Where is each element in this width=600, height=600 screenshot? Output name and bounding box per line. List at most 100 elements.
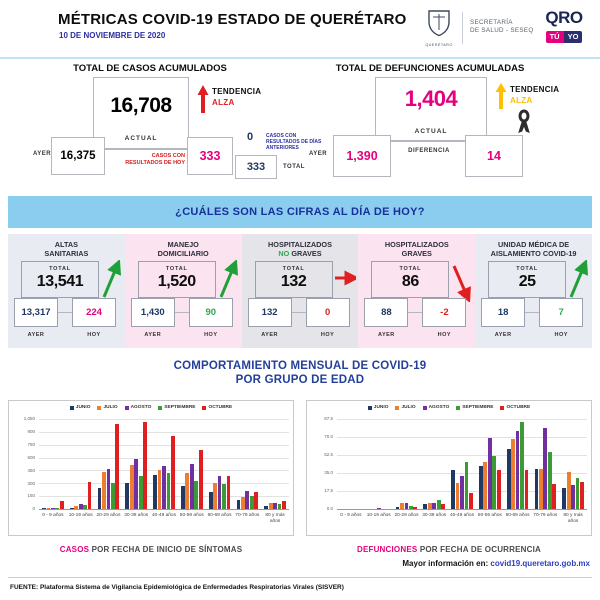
bar-septiembre — [249, 496, 254, 509]
casos-ayer-label: AYER — [33, 151, 52, 157]
bar-septiembre — [492, 455, 497, 509]
casos-alza-label: ALZA — [212, 98, 235, 107]
charts-section-title-line2: POR GRUPO DE EDAD — [235, 374, 365, 386]
legend-item: JULIO — [395, 405, 416, 410]
chart-gridline — [39, 431, 289, 433]
casos-anteriores-label: CASOS CON RESULTADOS DE DÍAS ANTERIORES — [266, 133, 322, 151]
card-ayer-label: AYER — [27, 332, 45, 338]
y-axis-tick-label: 17.5 — [324, 488, 333, 494]
card-title-word: MANEJO — [167, 240, 199, 249]
card-title-line: HOSPITALIZADOS — [360, 240, 473, 249]
x-axis-category-label: 70-79 años — [235, 513, 260, 518]
casos-chart-caption: CASOS POR FECHA DE INICIO DE SÍNTOMAS — [8, 545, 294, 554]
casos-tendencia-label: TENDENCIA — [212, 87, 262, 96]
x-axis-category-label: 0 - 9 años — [340, 513, 362, 518]
bar-octubre — [87, 482, 92, 509]
bar-julio — [240, 497, 245, 509]
casos-anteriores-value: 0 — [246, 131, 254, 143]
bar-julio — [46, 507, 51, 509]
legend-label: JULIO — [401, 405, 416, 410]
card-ayer-value-box: 1,430 — [130, 298, 175, 327]
bar-septiembre — [464, 461, 469, 509]
chart-gridline — [337, 437, 587, 438]
card-trend-arrow — [450, 260, 472, 303]
bar-julio — [213, 483, 218, 509]
card-title-word: GRAVES — [401, 249, 432, 258]
y-axis-tick-label: 87.5 — [324, 416, 333, 422]
legend-item: OCTUBRE — [500, 405, 530, 410]
bar-agosto — [50, 507, 55, 509]
card-title: HOSPITALIZADOS NO GRAVES — [244, 240, 357, 258]
bar-septiembre — [277, 504, 282, 509]
bar-agosto — [273, 503, 278, 509]
bar-junio — [125, 483, 130, 509]
connector-line — [524, 312, 541, 313]
bar-octubre — [115, 424, 120, 509]
bar-septiembre — [55, 508, 60, 509]
card-total-box: TOTAL 86 — [371, 261, 450, 298]
bar-agosto — [515, 430, 520, 509]
more-info-link[interactable]: covid19.queretaro.gob.mx — [490, 559, 590, 568]
chart-gridline — [39, 444, 289, 446]
legend-swatch — [69, 405, 74, 410]
card-total-value: 13,541 — [36, 273, 84, 290]
tu-yo-badge: TÚ YO — [545, 30, 583, 43]
card-trend-arrow — [217, 259, 239, 302]
bar-junio — [423, 503, 428, 509]
chart-legend: JUNIO JULIO AGOSTO SEPTIEMBRE OCTUBRE — [307, 405, 591, 410]
card-total-value: 25 — [518, 273, 536, 290]
legend-swatch — [202, 405, 207, 410]
card-title: ALTAS SANITARIAS — [10, 240, 123, 258]
bar-julio — [157, 470, 162, 509]
secretaria-line1: SECRETARÍA — [470, 19, 513, 26]
legend-swatch — [500, 405, 505, 410]
legend-item: SEPTIEMBRE — [456, 405, 493, 410]
metric-cards-row: ALTAS SANITARIAS TOTAL 13,541 13,317 224 AYER H… — [8, 234, 592, 348]
legend-swatch — [422, 405, 427, 410]
casos-total-value-box: 333 — [235, 155, 277, 179]
card-ayer-value-box: 88 — [364, 298, 409, 327]
y-axis-tick-label: 35.0 — [324, 470, 333, 476]
casos-bar-chart: JUNIO JULIO AGOSTO SEPTIEMBRE OCTUBRE 0 150 300… — [8, 400, 294, 536]
defunciones-alza-label: ALZA — [510, 96, 533, 105]
bar-octubre — [580, 482, 584, 509]
bar-agosto — [460, 476, 464, 509]
trend-arrow-icon — [453, 265, 472, 303]
card-title-line: HOSPITALIZADOS — [244, 240, 357, 249]
y-axis-tick-label: 450 — [27, 467, 35, 473]
bar-septiembre — [166, 473, 171, 509]
defunciones-ayer-value-box: 1,390 — [333, 135, 391, 177]
bar-julio — [538, 468, 543, 509]
page-title: MÉTRICAS COVID-19 ESTADO DE QUERÉTARO — [58, 11, 407, 28]
bar-agosto — [404, 502, 409, 509]
card-title-word: SANITARIAS — [44, 249, 89, 258]
legend-label: AGOSTO — [428, 405, 450, 410]
x-axis-category-label: 80 y más años — [563, 513, 583, 524]
x-axis-category-label: 40-49 años — [449, 513, 474, 518]
bar-septiembre — [547, 452, 552, 509]
legend-item: JUNIO — [69, 405, 90, 410]
bar-julio — [129, 465, 134, 509]
footer-divider — [8, 577, 592, 578]
trend-up-arrow-icon — [495, 83, 507, 109]
legend-label: OCTUBRE — [506, 405, 531, 410]
casos-hoy-value-box: 333 — [187, 137, 233, 175]
connector-line — [290, 312, 307, 313]
card-ayer-label: AYER — [378, 332, 395, 338]
card-total-label: TOTAL — [282, 266, 305, 272]
metric-card-3: HOSPITALIZADOS NO GRAVES TOTAL 132 132 0 AYER H… — [241, 234, 360, 348]
bar-septiembre — [83, 505, 88, 509]
bar-junio — [506, 449, 511, 509]
connector-line — [391, 141, 465, 142]
metric-card-4: HOSPITALIZADOS GRAVES TOTAL 86 88 -2 AYER HOY — [358, 234, 476, 348]
banner-text: ¿CUÁLES SON LAS CIFRAS AL DÍA DE HOY? — [175, 206, 425, 218]
defunciones-actual-box: 1,404 ACTUAL — [375, 77, 487, 141]
panel-casos-acumulados: TOTAL DE CASOS ACUMULADOS 16,708 ACTUAL … — [33, 63, 321, 193]
card-title-word: GRAVES — [289, 249, 322, 258]
tu-label: TÚ — [545, 30, 564, 43]
x-axis-category-label: 30-39 años — [124, 513, 149, 518]
bar-octubre — [441, 503, 446, 509]
chart-legend: JUNIO JULIO AGOSTO SEPTIEMBRE OCTUBRE — [9, 405, 293, 410]
card-title-word: COVID-19 — [540, 249, 577, 258]
card-hoy-value-box: 90 — [188, 298, 233, 327]
